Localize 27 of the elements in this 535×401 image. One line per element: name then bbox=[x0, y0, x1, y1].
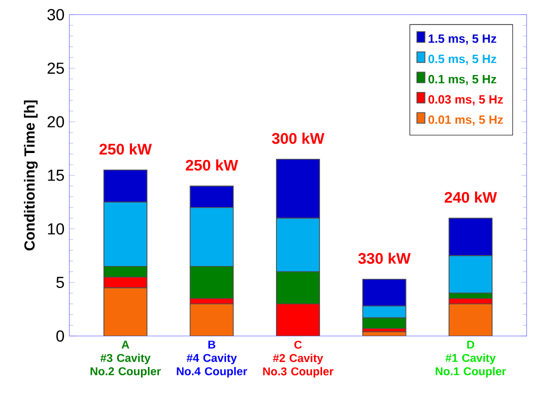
y-tick-label: 25 bbox=[48, 62, 64, 74]
x-tick-label: B #4 Cavity No.4 Coupler bbox=[176, 340, 248, 378]
y-tick-label: 10 bbox=[48, 223, 64, 235]
y-tick-label: 30 bbox=[47, 9, 64, 20]
legend-label: 0.5 ms, 5 Hz bbox=[428, 54, 496, 65]
annotation: 330 kW bbox=[358, 252, 411, 264]
x-tick-label: C #2 Cavity No.3 Coupler bbox=[263, 340, 334, 378]
annotation: 240 kW bbox=[444, 192, 497, 203]
legend-label: 0.03 ms, 5 Hz bbox=[428, 95, 503, 106]
legend-label: 1.5 ms, 5 Hz bbox=[428, 34, 496, 45]
bar bbox=[103, 276, 148, 288]
legend-label: 0.01 ms, 5 Hz bbox=[428, 115, 503, 126]
annotation: 250 kW bbox=[186, 159, 238, 171]
bar bbox=[103, 287, 148, 336]
y-tick-label: 20 bbox=[48, 116, 64, 128]
y-tick-label: 5 bbox=[56, 276, 64, 288]
bar bbox=[276, 303, 320, 336]
x-tick-label: A #3 Cavity No.2 Coupler bbox=[90, 340, 161, 378]
y-tick-label: 15 bbox=[48, 170, 64, 181]
bar bbox=[448, 303, 493, 336]
annotation: 300 kW bbox=[272, 132, 324, 144]
legend-label: 0.1 ms, 5 Hz bbox=[428, 74, 496, 86]
x-tick-label: D #1 Cavity No.1 Coupler bbox=[436, 340, 506, 378]
y-axis-title: Conditioning Time [h] bbox=[24, 100, 38, 250]
y-tick-label: 0 bbox=[56, 330, 64, 342]
bar bbox=[190, 303, 234, 336]
annotation: 250 kW bbox=[100, 143, 152, 155]
